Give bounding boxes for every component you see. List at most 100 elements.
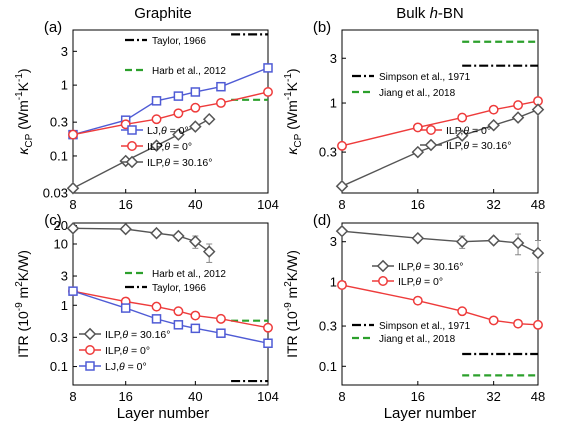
y-tick-label-a-0.03: 0.03 (43, 186, 68, 201)
series-a-ilp30 (66, 112, 216, 195)
legend-marker-b-ilp0 (426, 125, 436, 135)
x-axis-label-right: Layer number (384, 405, 477, 422)
legend-marker-c-ilp0 (85, 345, 95, 355)
plot-frame-b (341, 29, 539, 194)
legend-label-d-ilp30: ILP,θ = 30.16° (398, 261, 463, 273)
bn-title-suffix: -BN (438, 5, 464, 22)
x-tick-label-a-104: 104 (257, 197, 279, 212)
x-tick-label-b-48: 48 (531, 197, 545, 212)
y-axis-label-d: ITR (10-9 m2K/W) (283, 250, 300, 358)
legend-theta: θ (415, 261, 421, 273)
y-label-text: ITR (10 (284, 311, 300, 358)
legend-suffix: = 0° (167, 125, 189, 137)
x-axis-label-left: Layer number (117, 405, 210, 422)
legend-theta: θ (119, 361, 125, 373)
data-point-d-ilp0 (533, 319, 543, 330)
legend-label-b-ilp30: ILP,θ = 30.16° (446, 140, 511, 152)
data-point-a-lj0 (263, 63, 273, 73)
data-point-c-lj0 (120, 303, 131, 313)
y-label-sub: CP (293, 133, 304, 147)
series-line-c-lj0 (72, 290, 269, 344)
data-point-d-ilp0 (337, 280, 347, 290)
ref-legend-label-d-simpson: Simpson et al., 1971 (379, 321, 471, 332)
y-label-exp: -1 (14, 91, 25, 100)
legend-marker-a-ilp0 (127, 141, 137, 151)
data-point-a-lj0 (190, 87, 201, 97)
data-point-d-ilp30 (335, 224, 349, 238)
data-point-d-ilp30 (531, 246, 545, 260)
data-point-d-ilp30 (487, 234, 500, 247)
bn-title-h: h (430, 5, 438, 22)
y-label-text: K (15, 81, 31, 91)
data-point-b-ilp30 (455, 129, 469, 142)
panel-label-b: (b) (313, 19, 331, 36)
y-tick-label-c-10: 10 (54, 236, 68, 251)
data-point-a-lj0 (173, 91, 184, 101)
data-point-b-ilp30 (411, 145, 425, 159)
data-point-a-lj0 (151, 96, 162, 106)
legend-label-b-ilp0: ILP,θ = 0° (446, 125, 491, 137)
data-point-c-ilp30 (202, 245, 216, 258)
data-point-b-ilp30 (511, 111, 525, 124)
y-tick-label-c-0.1: 0.1 (50, 359, 68, 374)
y-tick-label-a-0.1: 0.1 (50, 148, 68, 163)
series-b-ilp30 (335, 103, 545, 193)
x-tick-label-a-40: 40 (188, 197, 202, 212)
y-tick-label-a-0.3: 0.3 (50, 115, 68, 130)
data-point-d-ilp30 (511, 236, 525, 250)
y-tick-label-a-3: 3 (61, 44, 68, 59)
data-point-c-lj0 (151, 314, 162, 324)
x-tick-label-c-104: 104 (257, 389, 279, 404)
legend-prefix: ILP, (105, 329, 122, 341)
data-point-c-lj0 (263, 338, 273, 349)
data-point-a-lj0 (216, 81, 226, 92)
series-a-ilp0 (68, 87, 273, 140)
data-point-c-ilp0 (263, 322, 273, 333)
graphite-title: Graphite (134, 5, 192, 22)
legend-prefix: LJ, (147, 125, 161, 137)
legend-prefix: ILP, (446, 140, 463, 152)
y-tick-label-d-1: 1 (330, 274, 337, 289)
data-point-c-ilp30 (150, 226, 163, 240)
legend-marker-d-ilp0 (378, 276, 388, 286)
data-point-a-ilp30 (189, 120, 202, 133)
legend-theta: θ (463, 140, 469, 152)
legend-label-c-ilp0: ILP,θ = 0° (105, 345, 150, 357)
legend-suffix: = 0° (128, 345, 150, 357)
legend-marker-a-ilp30 (125, 155, 139, 169)
legend-marker-c-lj0 (85, 361, 95, 371)
y-axis-label-a: κCP (Wm-1K-1) (14, 68, 35, 154)
plot-frame-d (341, 222, 539, 386)
data-point-d-ilp30 (455, 235, 469, 248)
data-point-d-ilp30 (411, 231, 425, 245)
ref-legend-label-d-jiang: Jiang et al., 2018 (379, 334, 456, 345)
x-tick-label-d-32: 32 (486, 389, 500, 404)
panel-c: 8 16 40 104 0.1 0.3 1 3 10 20 ITR (10-9 m2K/W) (c) H… (14, 212, 279, 404)
legend-prefix: ILP, (398, 261, 415, 273)
y-label-kappa: κ (15, 147, 31, 155)
x-tick-label-a-8: 8 (69, 197, 76, 212)
data-point-c-ilp30 (189, 235, 202, 248)
legend-theta: θ (463, 125, 469, 137)
data-point-b-ilp30 (335, 179, 349, 193)
y-label-exp: 2 (14, 281, 25, 287)
legend-label-a-ilp0: ILP,θ = 0° (147, 141, 192, 153)
panel-d: 8 16 32 48 0.1 0.3 1 3 ITR (10-9 m2K/W) (d) Simpso… (283, 212, 545, 404)
x-tick-label-a-16: 16 (118, 197, 132, 212)
data-point-d-ilp0 (513, 318, 524, 329)
legend-theta: θ (161, 125, 167, 137)
y-tick-label-d-3: 3 (330, 234, 337, 249)
data-point-c-ilp30 (66, 222, 80, 235)
y-tick-label-c-20: 20 (54, 218, 68, 233)
y-tick-label-c-1: 1 (61, 298, 68, 313)
plot-frame-c (72, 222, 269, 386)
data-point-a-ilp0 (263, 87, 273, 97)
y-label-text: (Wm (284, 100, 300, 133)
legend-label-a-ilp30: ILP,θ = 30.16° (147, 157, 212, 169)
legend-suffix: = 30.16° (128, 329, 170, 341)
data-point-a-ilp0 (173, 108, 184, 119)
data-point-d-ilp0 (488, 315, 499, 326)
legend-label-c-ilp30: ILP,θ = 30.16° (105, 329, 170, 341)
legend-prefix: ILP, (147, 157, 164, 169)
data-point-c-lj0 (216, 328, 226, 338)
